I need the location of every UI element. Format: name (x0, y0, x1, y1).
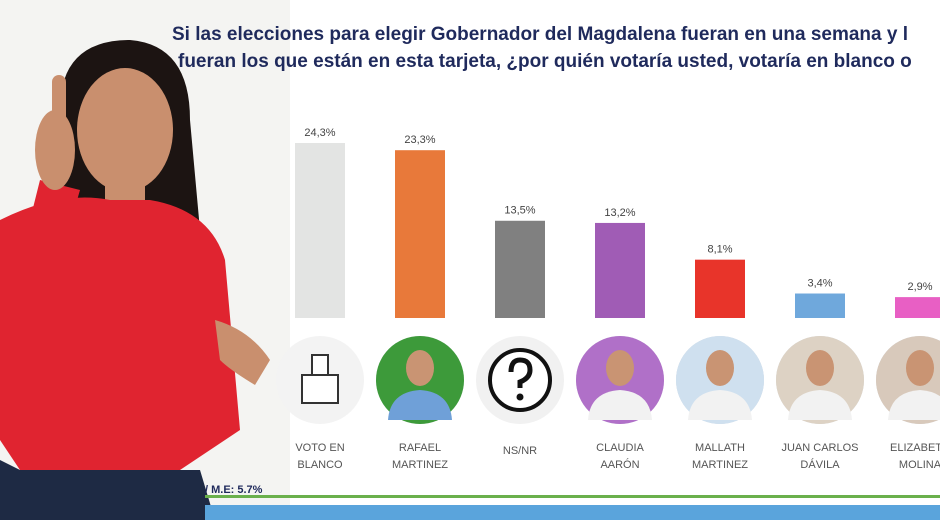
icons (276, 336, 940, 424)
title-line: fueran los que están en esta tarjeta, ¿p… (178, 51, 912, 72)
category-label: MOLINA (899, 459, 940, 471)
footnote: / M.E: 5.7% (205, 484, 263, 496)
category-label: MARTINEZ (692, 459, 748, 471)
category-label: RAFAEL (399, 442, 441, 454)
category-label: MALLATH (695, 442, 745, 454)
portrait-face (906, 350, 934, 386)
category-label: JUAN CARLOS (781, 442, 858, 454)
footer-line (205, 495, 940, 498)
category-label: NS/NR (503, 445, 537, 457)
value-label: 8,1% (707, 244, 732, 256)
category-label: MARTINEZ (392, 459, 448, 471)
portrait-body (888, 390, 940, 420)
bar (595, 222, 645, 318)
portrait-body (788, 390, 852, 420)
category-label: ELIZABETH (890, 442, 940, 454)
bar (695, 259, 745, 318)
ballot (311, 354, 329, 376)
value-label: 13,2% (604, 207, 635, 219)
portrait-face (706, 350, 734, 386)
bar (395, 150, 445, 318)
category-label: BLANCO (297, 459, 343, 471)
category-label: VOTO EN (295, 442, 344, 454)
question-mark (508, 357, 533, 388)
portrait-face (806, 350, 834, 386)
portrait-body (688, 390, 752, 420)
category-label: CLAUDIA (596, 442, 644, 454)
footer-band (205, 505, 940, 520)
value-label: 23,3% (404, 134, 435, 146)
value-label: 13,5% (504, 205, 535, 217)
value-label: 3,4% (807, 277, 832, 289)
photo (0, 0, 290, 520)
value-label: 24,3% (304, 127, 335, 139)
bar (495, 220, 545, 318)
question-dot (516, 393, 524, 401)
portrait-face (606, 350, 634, 386)
bar (795, 293, 845, 318)
ballot-box (301, 374, 339, 404)
portrait-body (588, 390, 652, 420)
title-line: Si las elecciones para elegir Gobernador… (172, 24, 908, 45)
portrait-body (388, 390, 452, 420)
category-label: DÁVILA (800, 458, 840, 471)
bar (295, 143, 345, 318)
portrait-face (406, 350, 434, 386)
bar (895, 297, 940, 318)
value-label: 2,9% (907, 281, 932, 293)
category-label: AARÓN (600, 458, 639, 471)
